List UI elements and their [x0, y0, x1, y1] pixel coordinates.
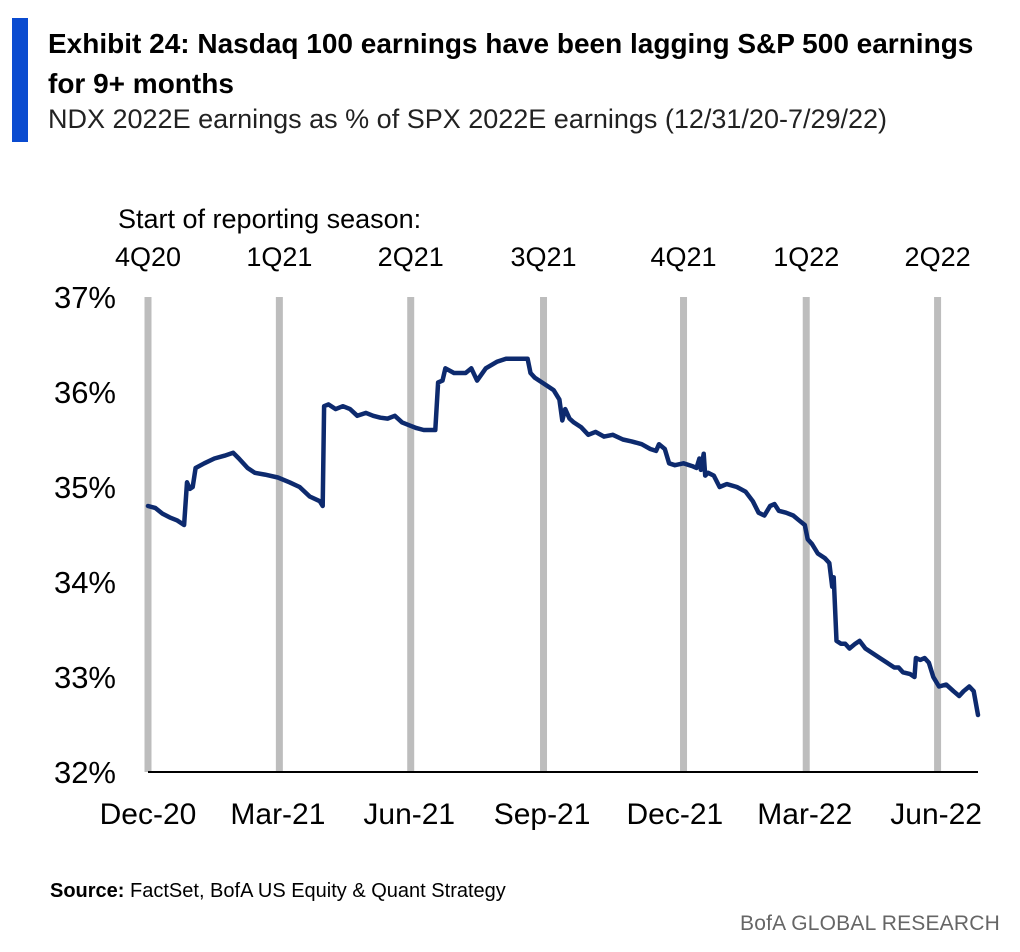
line-chart: 4Q20 1Q21 2Q21 3Q21 4Q21 1Q22 2Q22 Start of rep… — [54, 204, 982, 831]
season-label: 2Q21 — [378, 242, 444, 272]
chart-subtitle: NDX 2022E earnings as % of SPX 2022E ear… — [48, 104, 888, 134]
reporting-season-bar — [540, 297, 548, 772]
reporting-season-bar — [144, 297, 152, 772]
x-tick-label: Dec-21 — [627, 798, 724, 831]
x-tick-label: Sep-21 — [494, 798, 591, 831]
reporting-season-bar — [680, 297, 688, 772]
season-label: 1Q21 — [246, 242, 312, 272]
chart-title: Exhibit 24: Nasdaq 100 earnings have bee… — [48, 28, 974, 99]
brand-footer: BofA GLOBAL RESEARCH — [740, 912, 1000, 935]
y-tick-label: 37% — [54, 280, 116, 315]
reporting-season-bar — [407, 297, 415, 772]
y-tick-label: 34% — [54, 565, 116, 600]
season-label: 4Q20 — [115, 242, 181, 272]
season-label: 2Q22 — [905, 242, 971, 272]
x-tick-label: Dec-20 — [100, 798, 197, 831]
reporting-season-bar — [275, 297, 283, 772]
source-text: FactSet, BofA US Equity & Quant Strategy — [130, 880, 506, 902]
source-label: Source: — [50, 880, 125, 902]
y-tick-label: 33% — [54, 660, 116, 695]
x-tick-label: Mar-22 — [757, 798, 852, 831]
x-tick-label: Jun-21 — [363, 798, 455, 831]
ndx-spx-earnings-ratio-line — [145, 356, 981, 718]
x-tick-label: Jun-22 — [890, 798, 982, 831]
accent-bar — [12, 18, 28, 142]
source-note: Source: FactSet, BofA US Equity & Quant … — [50, 880, 506, 903]
reporting-season-bar — [934, 297, 942, 772]
annotation-title: Start of reporting season: — [118, 204, 421, 234]
season-label: 4Q21 — [650, 242, 716, 272]
season-label: 3Q21 — [510, 242, 576, 272]
y-tick-label: 32% — [54, 755, 116, 790]
y-tick-label: 35% — [54, 470, 116, 505]
season-label: 1Q22 — [773, 242, 839, 272]
x-tick-label: Mar-21 — [230, 798, 325, 831]
y-tick-label: 36% — [54, 375, 116, 410]
